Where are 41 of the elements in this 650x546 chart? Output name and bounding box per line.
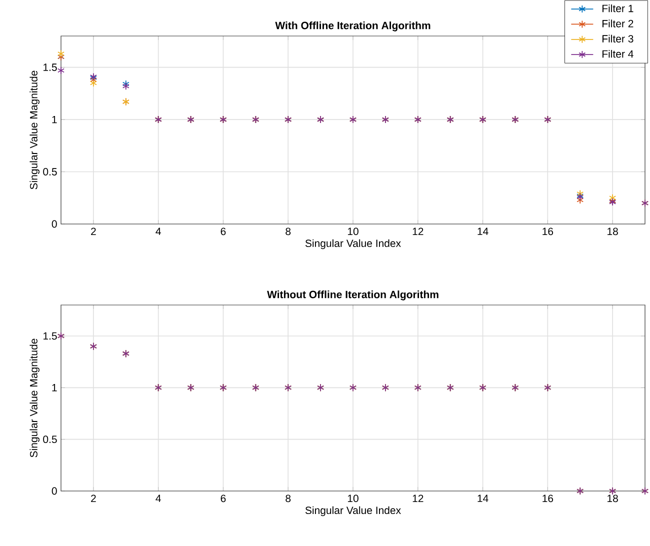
point	[58, 66, 64, 74]
x-tick-label: 6	[220, 228, 226, 236]
y-tick-label: 1	[52, 384, 57, 392]
x-tick-label: 12	[412, 228, 424, 236]
x-tick-label: 8	[286, 228, 291, 236]
y-tick-label: 0	[52, 487, 57, 495]
y-tick-label: 0.5	[43, 436, 57, 444]
x-tick-label: 6	[220, 494, 226, 502]
chart-title: Without Offline Iteration Algorithm	[267, 290, 438, 300]
y-tick-label: 1.5	[44, 64, 57, 71]
point	[58, 50, 64, 58]
legend-label: Filter 3	[602, 34, 634, 43]
x-tick-label: 4	[156, 228, 161, 235]
y-tick-label: 1	[52, 116, 57, 124]
x-tick-label: 16	[542, 228, 554, 236]
x-axis-title: Singular Value Index	[305, 239, 401, 250]
x-tick-label: 2	[91, 228, 96, 236]
x-tick-label: 16	[542, 494, 554, 502]
x-tick-label: 12	[412, 494, 424, 502]
y-axis-title: Singular Value Magnitude	[30, 338, 40, 458]
x-tick-label: 10	[348, 228, 358, 236]
legend-label: Filter 1	[602, 4, 634, 12]
point	[122, 82, 130, 90]
x-tick-label: 2	[91, 494, 96, 502]
legend-label: Filter 4	[602, 50, 634, 58]
x-axis-title: Singular Value Index	[305, 506, 401, 516]
x-tick-label: 18	[608, 228, 618, 236]
x-tick-label: 18	[608, 494, 618, 502]
y-tick-label: 0	[52, 220, 57, 228]
x-tick-label: 14	[478, 228, 488, 235]
point	[609, 194, 616, 202]
x-tick-label: 4	[156, 494, 161, 502]
x-tick-label: 8	[286, 494, 291, 502]
y-tick-label: 0.5	[43, 168, 57, 176]
legend-label: Filter 2	[602, 20, 634, 28]
y-axis-title: Singular Value Magnitude	[30, 70, 40, 190]
x-tick-label: 14	[478, 494, 488, 502]
chart-title: With Offline Iteration Algorithm	[275, 21, 430, 32]
point	[90, 79, 97, 87]
y-tick-label: 1.5	[44, 332, 57, 340]
x-tick-label: 10	[348, 494, 358, 502]
